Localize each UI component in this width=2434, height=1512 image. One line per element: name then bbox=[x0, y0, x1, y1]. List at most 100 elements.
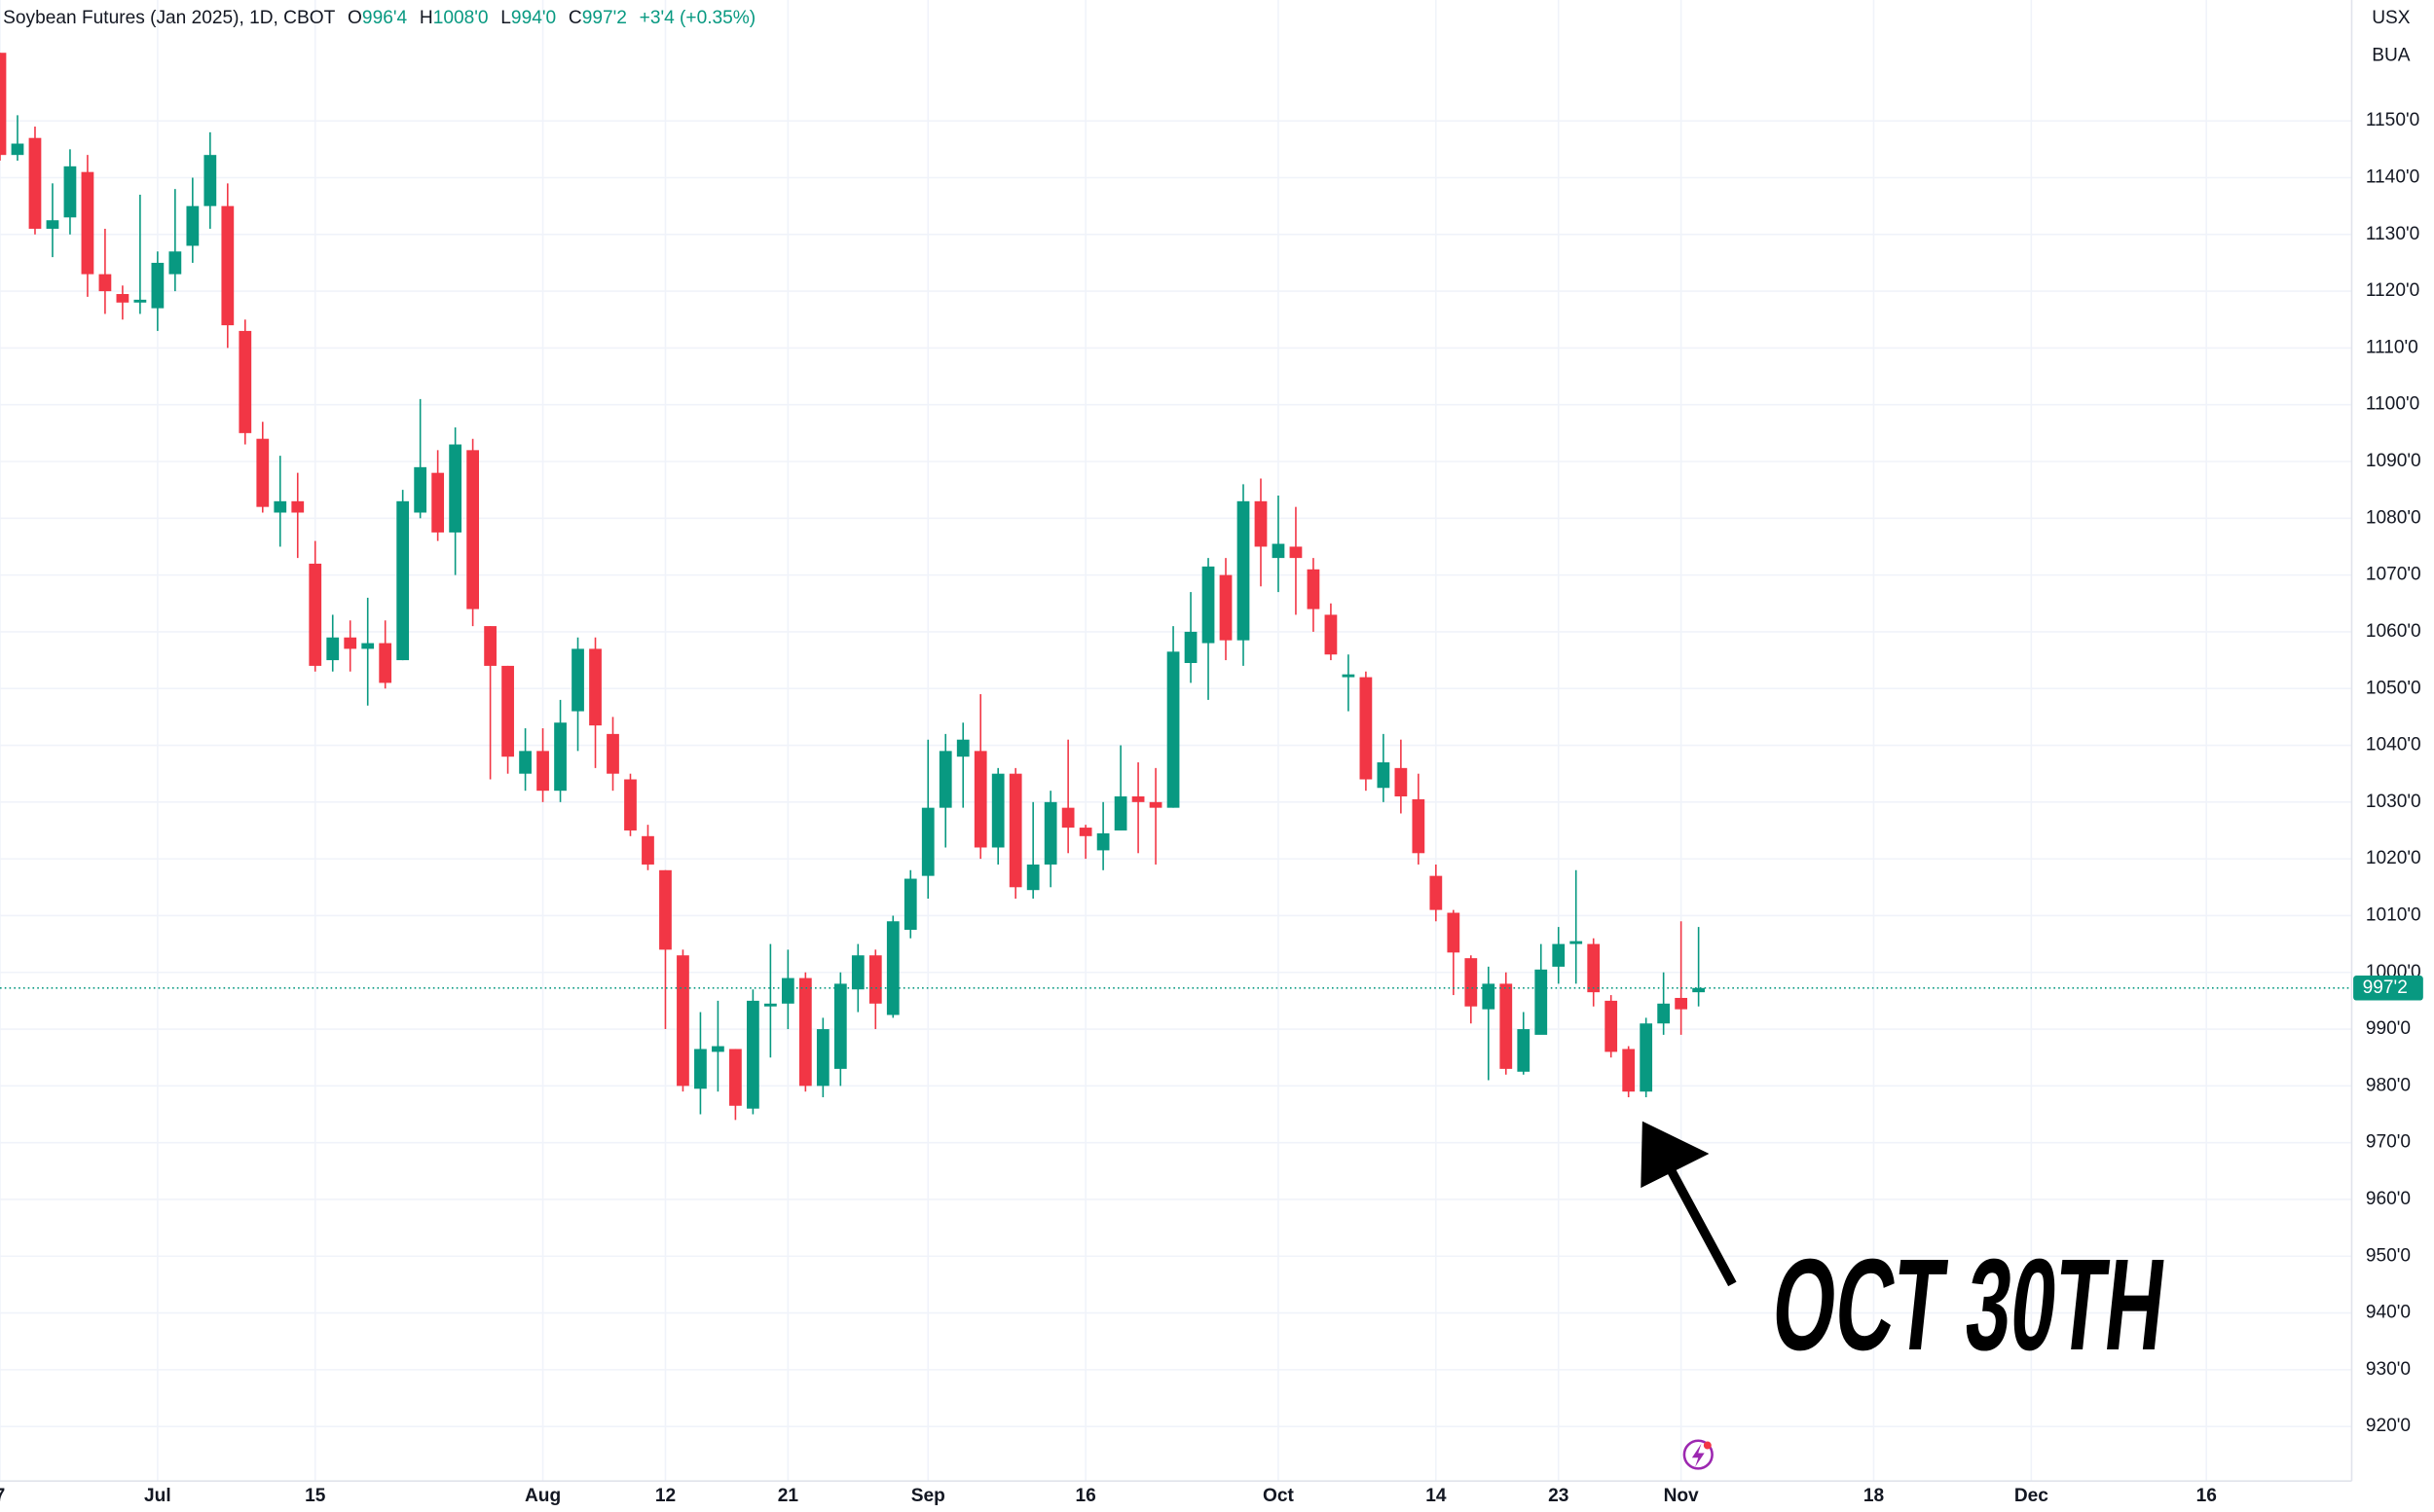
y-tick-label: 930'0 bbox=[2366, 1359, 2411, 1380]
candle-body bbox=[763, 1003, 777, 1007]
candle-body bbox=[904, 878, 917, 931]
x-tick-label: Aug bbox=[525, 1486, 561, 1506]
candle-body bbox=[1640, 1023, 1653, 1092]
candle-body bbox=[921, 807, 935, 876]
candle-body bbox=[1272, 543, 1285, 559]
candle-body bbox=[1604, 1000, 1618, 1052]
legend-value: 997'2 bbox=[582, 8, 627, 28]
legend-value: 996'4 bbox=[362, 8, 408, 28]
y-tick-label: 1020'0 bbox=[2366, 848, 2421, 868]
candle-body bbox=[28, 137, 42, 229]
candle-body bbox=[11, 143, 24, 156]
candle-body bbox=[677, 955, 689, 1087]
candle-body bbox=[98, 274, 112, 292]
y-tick-label: 1080'0 bbox=[2366, 507, 2421, 528]
candle-body bbox=[1377, 762, 1390, 789]
x-tick-label: 16 bbox=[1075, 1486, 1095, 1506]
legend-key: L bbox=[500, 8, 511, 28]
x-tick-label: Sep bbox=[911, 1486, 945, 1506]
candle-body bbox=[974, 751, 987, 848]
events-icon-ring bbox=[1682, 1439, 1714, 1470]
x-tick-label: 23 bbox=[1548, 1486, 1568, 1506]
y-tick-label: 1060'0 bbox=[2366, 621, 2421, 642]
candle-body bbox=[1149, 801, 1162, 808]
candle-body bbox=[1026, 864, 1040, 891]
y-tick-label: 980'0 bbox=[2366, 1075, 2411, 1095]
candle-body bbox=[203, 155, 217, 206]
candle-body bbox=[1657, 1003, 1671, 1024]
candle-body bbox=[326, 637, 340, 661]
legend-key: H bbox=[420, 8, 433, 28]
x-tick-label: 12 bbox=[655, 1486, 676, 1506]
candle-body bbox=[1464, 958, 1478, 1007]
candle-body bbox=[1499, 983, 1513, 1069]
candle-body bbox=[274, 500, 287, 513]
y-tick-label: 1130'0 bbox=[2366, 224, 2419, 244]
candle-body bbox=[1307, 569, 1320, 609]
candle-body bbox=[46, 220, 59, 229]
candle-body bbox=[291, 500, 305, 513]
y-tick-label: 1090'0 bbox=[2366, 451, 2421, 471]
y-tick-label: 940'0 bbox=[2366, 1303, 2411, 1323]
candle-body bbox=[1552, 943, 1566, 967]
candles bbox=[0, 53, 1706, 1121]
events-icon bbox=[1682, 1439, 1714, 1470]
grid bbox=[0, 0, 2352, 1482]
candle-body bbox=[1569, 940, 1583, 944]
candle-body bbox=[712, 1046, 724, 1052]
candle-body bbox=[221, 205, 235, 326]
candle-body bbox=[729, 1049, 742, 1106]
candle-body bbox=[939, 751, 952, 808]
candle-body bbox=[956, 739, 970, 757]
y-tick-label: 1040'0 bbox=[2366, 735, 2421, 756]
candle-body bbox=[694, 1049, 707, 1089]
candle-body bbox=[256, 438, 270, 507]
candle-body bbox=[1359, 677, 1373, 780]
candle-body bbox=[642, 835, 654, 865]
candle-body bbox=[1534, 969, 1548, 1035]
candle-body bbox=[361, 643, 375, 649]
arrow-shaft bbox=[1663, 1161, 1737, 1287]
last-price-badge bbox=[2353, 976, 2423, 1001]
annotation: OCT 30TH bbox=[1766, 1232, 2172, 1378]
arrow-head bbox=[1641, 1121, 1710, 1189]
x-tick-label: 18 bbox=[1863, 1486, 1885, 1506]
unit: BUA bbox=[2372, 45, 2411, 65]
y-tick-label: 1120'0 bbox=[2366, 280, 2419, 301]
y-tick-label: 1100'0 bbox=[2366, 394, 2419, 415]
candle-body bbox=[133, 299, 147, 303]
candle-body bbox=[781, 977, 794, 1004]
candle-body bbox=[798, 977, 812, 1087]
y-tick-label: 1010'0 bbox=[2366, 904, 2421, 925]
candle-body bbox=[466, 450, 479, 609]
y-tick-label: 1110'0 bbox=[2366, 337, 2418, 357]
header: Soybean Futures (Jan 2025), 1D, CBOT O 99… bbox=[3, 8, 756, 28]
legend-value: 1008'0 bbox=[433, 8, 489, 28]
candle-body bbox=[1429, 875, 1443, 910]
x-tick-label: Dec bbox=[2014, 1486, 2048, 1506]
unit-box bbox=[2357, 0, 2434, 72]
y-tick-label: 1140'0 bbox=[2366, 167, 2419, 188]
candle-body bbox=[1447, 912, 1460, 953]
candle-body bbox=[1131, 796, 1145, 802]
candle-body bbox=[1219, 574, 1233, 641]
legend-value: 994'0 bbox=[511, 8, 556, 28]
candle-body bbox=[624, 779, 637, 830]
x-tick-label: 15 bbox=[305, 1486, 326, 1506]
candle-body bbox=[116, 294, 129, 303]
x-tick-label: Oct bbox=[1263, 1486, 1295, 1506]
candle-body bbox=[0, 53, 7, 156]
x-tick-label: 16 bbox=[2196, 1486, 2217, 1506]
x-tick-label: Jul bbox=[144, 1486, 171, 1506]
candle-body bbox=[1061, 807, 1075, 829]
events-icon-dot bbox=[1703, 1441, 1712, 1450]
last-price-label: 997'2 bbox=[2363, 977, 2408, 998]
candle-body bbox=[1324, 614, 1338, 655]
y-tick-label: 1030'0 bbox=[2366, 792, 2421, 812]
candle-body bbox=[572, 648, 584, 712]
candle-body bbox=[536, 751, 549, 792]
legend-key: O bbox=[348, 8, 362, 28]
candle-body bbox=[1517, 1029, 1530, 1072]
candle-body bbox=[1394, 767, 1408, 797]
